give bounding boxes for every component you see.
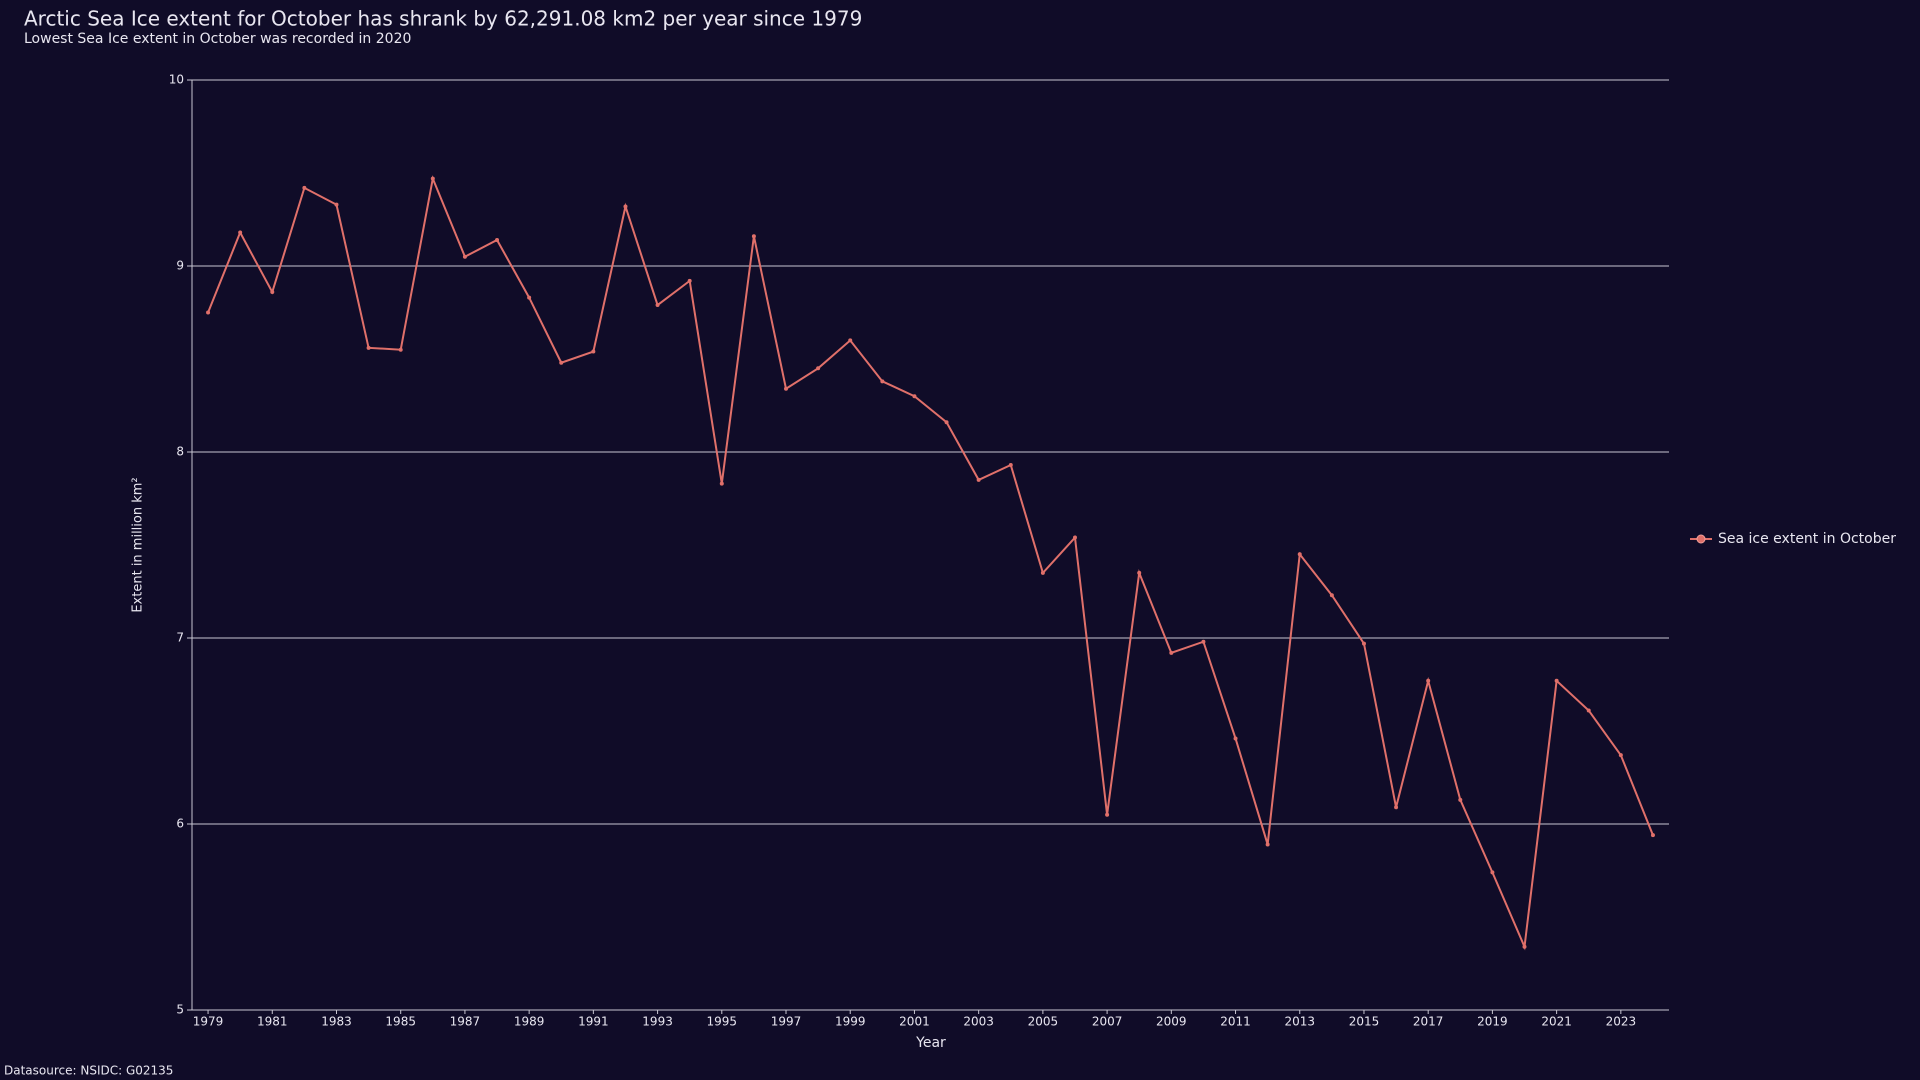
x-tick-label: 2021 [1541,1015,1572,1029]
data-point [334,202,339,207]
y-tick-label: 5 [176,1003,184,1017]
data-point [1554,678,1559,683]
data-point [430,176,435,181]
x-tick-label: 2011 [1220,1015,1251,1029]
x-tick-label: 1993 [642,1015,673,1029]
legend-label: Sea ice extent in October [1718,531,1896,547]
x-tick-label: 1985 [385,1015,416,1029]
data-point [1072,535,1077,540]
x-tick-label: 2015 [1349,1015,1380,1029]
x-tick-label: 1981 [257,1015,288,1029]
data-point [1426,678,1431,683]
data-point [238,230,243,235]
y-tick-label: 6 [176,817,184,831]
data-point [784,386,789,391]
data-point [1008,463,1013,468]
data-point [1040,570,1045,575]
data-point [1650,833,1655,838]
data-point [880,379,885,384]
x-tick-label: 1979 [193,1015,224,1029]
x-tick-label: 1991 [578,1015,609,1029]
data-point [1137,570,1142,575]
x-tick-label: 1983 [321,1015,352,1029]
data-point [559,360,564,365]
x-tick-label: 2023 [1606,1015,1637,1029]
data-point [1490,870,1495,875]
data-point [944,420,949,425]
chart-title: Arctic Sea Ice extent for October has sh… [24,7,862,31]
data-point [206,310,211,315]
data-point [495,237,500,242]
data-point [270,290,275,295]
y-tick-label: 8 [176,445,184,459]
data-point [302,185,307,190]
data-point [398,347,403,352]
data-point [1522,944,1527,949]
x-tick-label: 2019 [1477,1015,1508,1029]
data-point [1394,805,1399,810]
x-axis-label: Year [915,1035,946,1051]
data-point [719,481,724,486]
x-tick-label: 2005 [1028,1015,1059,1029]
x-tick-label: 1997 [771,1015,802,1029]
data-point [1105,812,1110,817]
y-tick-label: 9 [176,259,184,273]
data-point [527,295,532,300]
data-point [1586,708,1591,713]
data-point [1297,552,1302,557]
data-point [1361,641,1366,646]
data-point [591,349,596,354]
data-point [1458,797,1463,802]
data-point [623,204,628,209]
source-note: Datasource: NSIDC: G02135 [4,1064,173,1078]
legend-marker [1696,534,1706,544]
data-point [848,338,853,343]
x-tick-label: 1989 [514,1015,545,1029]
y-tick-label: 10 [169,73,184,87]
data-point [976,477,981,482]
y-axis-label: Extent in million km² [131,477,146,612]
data-point [1329,593,1334,598]
x-tick-label: 2003 [963,1015,994,1029]
data-point [366,345,371,350]
x-tick-label: 1995 [707,1015,738,1029]
y-tick-label: 7 [176,631,184,645]
data-point [1265,842,1270,847]
data-point [751,234,756,239]
data-point [1233,736,1238,741]
data-point [816,366,821,371]
data-line [207,175,1654,951]
data-point [462,254,467,259]
data-point [1169,650,1174,655]
x-tick-label: 2009 [1156,1015,1187,1029]
x-tick-label: 2007 [1092,1015,1123,1029]
data-point [1618,753,1623,758]
data-point [655,303,660,308]
x-tick-label: 2001 [899,1015,930,1029]
data-point [912,394,917,399]
x-tick-label: 1987 [450,1015,481,1029]
data-point [1201,639,1206,644]
x-tick-label: 2013 [1284,1015,1315,1029]
x-tick-label: 1999 [835,1015,866,1029]
x-tick-label: 2017 [1413,1015,1444,1029]
chart-subtitle: Lowest Sea Ice extent in October was rec… [24,31,411,47]
data-point [687,278,692,283]
